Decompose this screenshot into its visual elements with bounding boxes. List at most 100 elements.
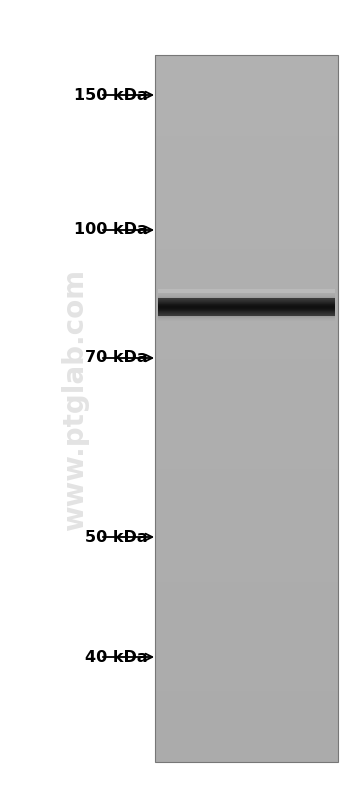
Bar xyxy=(155,571,338,574)
Bar xyxy=(155,242,338,246)
Bar xyxy=(155,748,338,751)
Bar xyxy=(155,497,338,500)
Bar xyxy=(155,462,338,465)
Bar xyxy=(155,515,338,518)
Bar xyxy=(155,483,338,487)
Bar xyxy=(155,733,338,737)
Bar xyxy=(155,465,338,468)
Bar xyxy=(155,62,338,66)
Bar xyxy=(155,264,338,267)
Bar xyxy=(155,214,338,217)
Bar xyxy=(155,380,338,384)
Bar xyxy=(155,80,338,83)
Bar xyxy=(155,200,338,204)
Bar xyxy=(155,504,338,507)
Bar xyxy=(155,423,338,426)
Bar xyxy=(155,681,338,684)
Bar xyxy=(155,596,338,599)
Bar xyxy=(155,702,338,706)
Bar xyxy=(155,487,338,490)
Bar xyxy=(155,281,338,284)
Bar xyxy=(155,284,338,288)
Bar xyxy=(155,58,338,62)
Bar xyxy=(155,278,338,281)
Bar xyxy=(155,426,338,430)
Bar xyxy=(155,161,338,165)
Bar xyxy=(155,723,338,726)
Bar xyxy=(155,585,338,589)
Bar xyxy=(158,298,335,316)
Bar xyxy=(155,628,338,631)
Bar xyxy=(155,603,338,606)
Bar xyxy=(155,561,338,564)
Bar xyxy=(155,720,338,723)
Bar xyxy=(155,193,338,197)
Bar xyxy=(155,405,338,408)
Bar xyxy=(155,55,338,762)
Bar xyxy=(155,666,338,670)
Bar xyxy=(155,229,338,232)
Bar xyxy=(155,316,338,320)
Bar xyxy=(155,341,338,345)
Bar xyxy=(155,168,338,172)
Bar xyxy=(155,299,338,303)
Bar xyxy=(155,557,338,561)
Bar xyxy=(155,125,338,129)
Bar xyxy=(155,500,338,504)
Bar xyxy=(155,550,338,554)
Bar xyxy=(155,157,338,161)
Bar xyxy=(155,306,338,309)
Bar xyxy=(155,239,338,242)
Bar xyxy=(155,567,338,571)
Bar xyxy=(155,334,338,338)
Bar xyxy=(155,235,338,239)
Bar xyxy=(155,532,338,536)
Bar xyxy=(155,303,338,306)
Bar xyxy=(155,90,338,94)
Bar xyxy=(155,646,338,649)
Bar xyxy=(155,384,338,388)
Bar xyxy=(155,292,338,296)
Bar xyxy=(155,670,338,674)
Bar xyxy=(155,309,338,313)
Bar xyxy=(155,328,338,331)
Bar xyxy=(155,388,338,391)
Bar xyxy=(155,437,338,440)
Bar xyxy=(155,741,338,745)
Text: www.ptglab.com: www.ptglab.com xyxy=(61,269,89,531)
Bar xyxy=(155,444,338,447)
Bar xyxy=(155,440,338,444)
Bar xyxy=(155,115,338,118)
Bar xyxy=(155,430,338,433)
Bar xyxy=(155,189,338,193)
Bar xyxy=(155,455,338,458)
Bar xyxy=(155,186,338,189)
Bar xyxy=(155,108,338,112)
Bar xyxy=(155,678,338,681)
Bar xyxy=(155,256,338,260)
Bar xyxy=(155,631,338,634)
Bar xyxy=(155,274,338,278)
Bar xyxy=(155,617,338,621)
Bar xyxy=(155,398,338,401)
Bar xyxy=(155,433,338,437)
Bar xyxy=(155,253,338,256)
Bar xyxy=(155,211,338,214)
Bar xyxy=(158,289,335,293)
Bar xyxy=(155,698,338,702)
Bar xyxy=(155,610,338,614)
Bar xyxy=(155,624,338,628)
Text: 150 kDa: 150 kDa xyxy=(74,88,148,102)
Bar xyxy=(155,338,338,341)
Bar xyxy=(155,150,338,154)
Bar xyxy=(155,642,338,646)
Bar xyxy=(155,543,338,547)
Bar xyxy=(155,621,338,624)
Text: 50 kDa: 50 kDa xyxy=(85,530,148,544)
Bar xyxy=(155,737,338,741)
Bar xyxy=(155,536,338,539)
Bar xyxy=(155,94,338,97)
Bar xyxy=(155,97,338,101)
Bar xyxy=(155,73,338,76)
Bar xyxy=(155,525,338,529)
